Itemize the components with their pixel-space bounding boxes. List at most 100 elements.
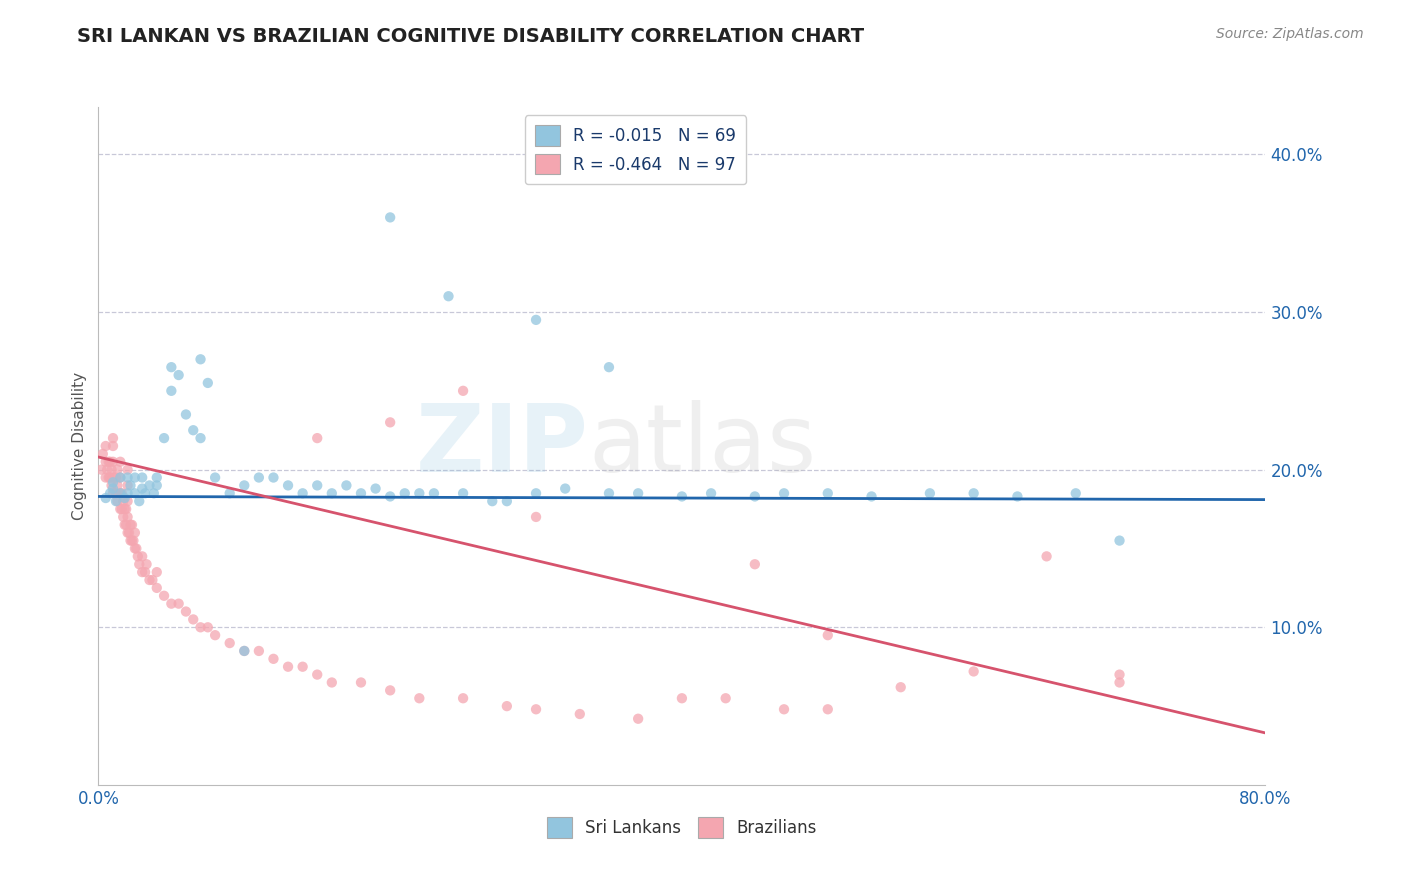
Point bbox=[437, 289, 460, 303]
Point bbox=[671, 691, 693, 706]
Point bbox=[197, 376, 219, 390]
Point bbox=[1108, 675, 1130, 690]
Point bbox=[218, 486, 240, 500]
Point bbox=[94, 491, 117, 505]
Point bbox=[110, 502, 132, 516]
Point bbox=[97, 470, 120, 484]
Point bbox=[104, 494, 127, 508]
Point bbox=[277, 659, 299, 673]
Point bbox=[117, 525, 139, 540]
Point bbox=[124, 525, 146, 540]
Point bbox=[627, 486, 650, 500]
Y-axis label: Cognitive Disability: Cognitive Disability bbox=[72, 372, 87, 520]
Point bbox=[128, 558, 150, 572]
Point bbox=[167, 368, 190, 382]
Point bbox=[127, 549, 149, 564]
Point bbox=[496, 494, 519, 508]
Point bbox=[174, 408, 197, 422]
Point bbox=[262, 652, 284, 666]
Point bbox=[496, 699, 519, 714]
Point bbox=[125, 541, 148, 556]
Point bbox=[110, 470, 132, 484]
Point bbox=[671, 490, 693, 504]
Point bbox=[114, 491, 136, 505]
Point bbox=[90, 463, 112, 477]
Point bbox=[627, 712, 650, 726]
Point bbox=[204, 470, 226, 484]
Text: ZIP: ZIP bbox=[416, 400, 589, 492]
Point bbox=[98, 486, 121, 500]
Point bbox=[105, 478, 128, 492]
Point bbox=[233, 478, 256, 492]
Point bbox=[197, 620, 219, 634]
Point bbox=[98, 470, 121, 484]
Point bbox=[117, 463, 139, 477]
Point bbox=[190, 620, 212, 634]
Point bbox=[100, 478, 122, 492]
Point bbox=[120, 478, 142, 492]
Point bbox=[204, 628, 226, 642]
Point bbox=[524, 486, 547, 500]
Point bbox=[153, 589, 176, 603]
Point bbox=[105, 463, 128, 477]
Point bbox=[291, 486, 314, 500]
Point bbox=[141, 573, 163, 587]
Point bbox=[307, 431, 329, 445]
Point bbox=[262, 470, 284, 484]
Point bbox=[118, 525, 141, 540]
Point bbox=[190, 431, 212, 445]
Point bbox=[117, 494, 139, 508]
Point bbox=[101, 486, 124, 500]
Point bbox=[335, 478, 357, 492]
Point bbox=[124, 541, 146, 556]
Point bbox=[181, 612, 204, 626]
Point bbox=[524, 702, 547, 716]
Point bbox=[380, 490, 402, 504]
Point bbox=[744, 490, 766, 504]
Point bbox=[817, 628, 839, 642]
Point bbox=[134, 565, 156, 579]
Point bbox=[153, 431, 176, 445]
Point bbox=[146, 581, 169, 595]
Point bbox=[91, 447, 114, 461]
Point bbox=[190, 352, 212, 367]
Point bbox=[394, 486, 416, 500]
Point bbox=[146, 470, 169, 484]
Point bbox=[111, 502, 134, 516]
Point bbox=[104, 486, 127, 500]
Point bbox=[307, 667, 329, 681]
Point bbox=[160, 384, 183, 398]
Point bbox=[110, 486, 132, 500]
Point bbox=[380, 683, 402, 698]
Point bbox=[131, 482, 153, 496]
Point bbox=[247, 470, 270, 484]
Point bbox=[101, 439, 124, 453]
Point bbox=[321, 486, 343, 500]
Point bbox=[146, 478, 169, 492]
Point bbox=[135, 558, 157, 572]
Point bbox=[773, 702, 796, 716]
Point bbox=[146, 565, 169, 579]
Point bbox=[124, 470, 146, 484]
Point bbox=[233, 644, 256, 658]
Point bbox=[114, 502, 136, 516]
Point bbox=[321, 675, 343, 690]
Point bbox=[451, 384, 474, 398]
Point bbox=[142, 486, 165, 500]
Point bbox=[307, 478, 329, 492]
Point bbox=[101, 475, 124, 490]
Point bbox=[138, 573, 160, 587]
Point bbox=[115, 502, 138, 516]
Point bbox=[110, 470, 132, 484]
Point bbox=[773, 486, 796, 500]
Point bbox=[101, 431, 124, 445]
Point bbox=[160, 360, 183, 375]
Point bbox=[117, 470, 139, 484]
Point bbox=[1064, 486, 1087, 500]
Legend: Sri Lankans, Brazilians: Sri Lankans, Brazilians bbox=[540, 811, 824, 845]
Point bbox=[1108, 667, 1130, 681]
Point bbox=[408, 486, 430, 500]
Text: SRI LANKAN VS BRAZILIAN COGNITIVE DISABILITY CORRELATION CHART: SRI LANKAN VS BRAZILIAN COGNITIVE DISABI… bbox=[77, 27, 865, 45]
Point bbox=[120, 533, 142, 548]
Point bbox=[96, 463, 118, 477]
